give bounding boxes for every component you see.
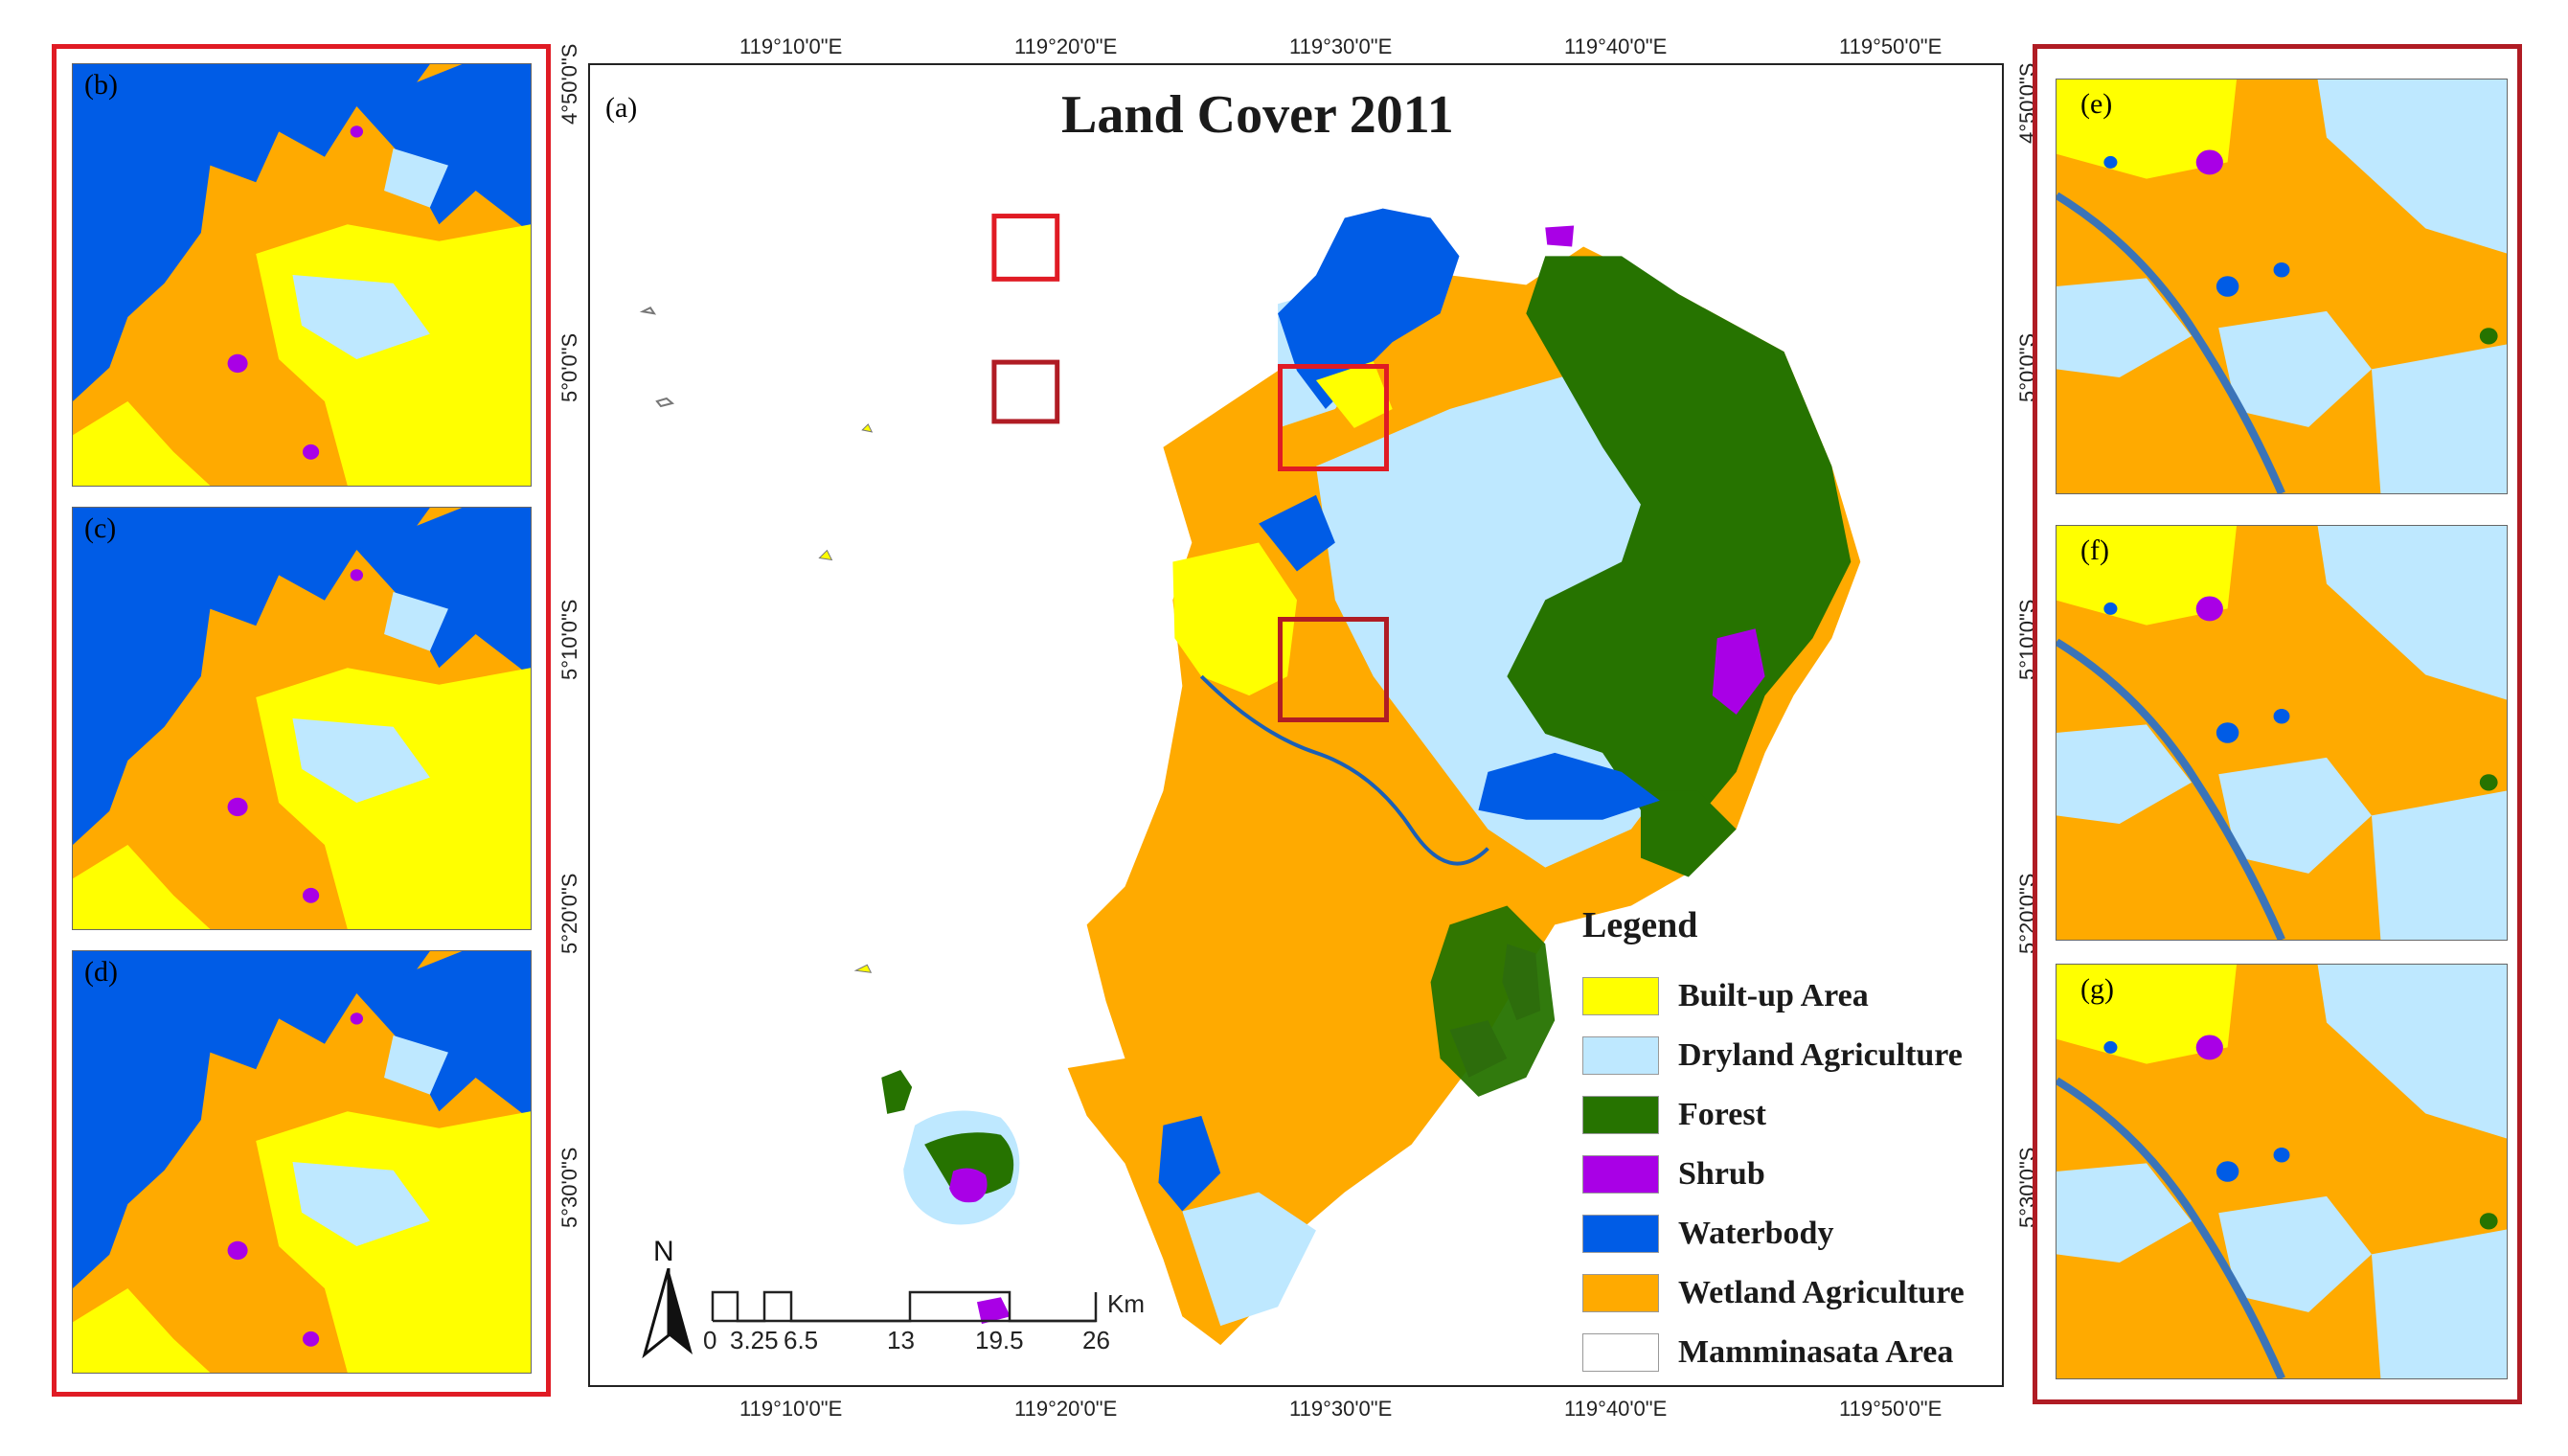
- legend-title: Legend: [1582, 905, 1698, 945]
- top-tick-4: 119°40'0"E: [1564, 34, 1668, 58]
- scale-label-3: 13: [887, 1326, 915, 1354]
- panel-label-g: (g): [2080, 973, 2114, 1005]
- scale-label-5: 26: [1082, 1326, 1110, 1354]
- left-tick-1: 5°0'0"S: [557, 332, 581, 402]
- legend-label: Built-up Area: [1678, 978, 1869, 1013]
- top-tick-3: 119°30'0"E: [1289, 34, 1393, 58]
- study-box-north: [1278, 364, 1389, 471]
- legend-label: Dryland Agriculture: [1678, 1037, 1963, 1073]
- panel-label-f: (f): [2080, 535, 2109, 566]
- legend-swatch: [1582, 1155, 1659, 1194]
- inset-map-b: [72, 63, 532, 487]
- legend-swatch: [1582, 1096, 1659, 1134]
- inset-map-g: [2056, 964, 2508, 1379]
- panel-label-e: (e): [2080, 88, 2113, 120]
- bottom-tick-4: 119°40'0"E: [1564, 1397, 1668, 1421]
- left-tick-3: 5°20'0"S: [557, 873, 581, 954]
- legend-item: Forest: [1582, 1096, 1766, 1134]
- legend-item: Shrub: [1582, 1155, 1765, 1194]
- scale-label-1: 3.25: [730, 1326, 779, 1354]
- bottom-tick-1: 119°10'0"E: [739, 1397, 843, 1421]
- legend-item: Mamminasata Area: [1582, 1333, 1953, 1372]
- inset-map-e: [2056, 79, 2508, 494]
- scale-label-0: 0: [703, 1326, 717, 1354]
- study-box-south: [1278, 617, 1389, 722]
- panel-label-a: (a): [605, 92, 638, 124]
- legend-swatch: [1582, 1215, 1659, 1253]
- right-inset-frame: [2033, 44, 2522, 1404]
- bottom-tick-2: 119°20'0"E: [1014, 1397, 1118, 1421]
- north-arrow: N: [640, 1236, 697, 1360]
- left-tick-2: 5°10'0"S: [557, 599, 581, 680]
- north-arrow-icon: [642, 1268, 693, 1359]
- inset-map-d: [72, 950, 532, 1374]
- inset-map-f: [2056, 525, 2508, 941]
- legend-swatch: [1582, 1036, 1659, 1075]
- legend-swatch: [1582, 1333, 1659, 1372]
- panel-label-b: (b): [84, 69, 118, 101]
- bottom-tick-5: 119°50'0"E: [1839, 1397, 1943, 1421]
- legend-item: Wetland Agriculture: [1582, 1274, 1965, 1312]
- scale-bar: [711, 1288, 1113, 1323]
- legend-label: Shrub: [1678, 1156, 1765, 1192]
- panel-label-d: (d): [84, 956, 118, 988]
- left-tick-4: 5°30'0"S: [557, 1147, 581, 1228]
- north-label: N: [653, 1236, 674, 1267]
- panel-label-c: (c): [84, 512, 117, 544]
- inset-map-c: [72, 507, 532, 930]
- top-tick-5: 119°50'0"E: [1839, 34, 1943, 58]
- scale-label-4: 19.5: [975, 1326, 1024, 1354]
- main-land-cover-map: [588, 63, 2004, 1387]
- left-inset-frame: [52, 44, 551, 1397]
- top-tick-2: 119°20'0"E: [1014, 34, 1118, 58]
- left-tick-top: 4°50'0"S: [557, 43, 581, 125]
- legend-label: Wetland Agriculture: [1678, 1275, 1965, 1310]
- legend-item: Waterbody: [1582, 1215, 1833, 1253]
- bottom-tick-3: 119°30'0"E: [1289, 1397, 1393, 1421]
- legend-label: Waterbody: [1678, 1216, 1834, 1251]
- scale-bar-graphic: [711, 1290, 1098, 1323]
- legend-swatch: [1582, 1274, 1659, 1312]
- legend-swatch: [1582, 977, 1659, 1015]
- map-title: Land Cover 2011: [1061, 85, 1454, 145]
- legend-item: Dryland Agriculture: [1582, 1036, 1963, 1075]
- scale-unit: Km: [1107, 1289, 1145, 1318]
- top-tick-1: 119°10'0"E: [739, 34, 843, 58]
- legend-label: Forest: [1678, 1097, 1766, 1132]
- legend-item: Built-up Area: [1582, 977, 1869, 1015]
- legend-label: Mamminasata Area: [1678, 1334, 1954, 1370]
- scale-label-2: 6.5: [784, 1326, 819, 1354]
